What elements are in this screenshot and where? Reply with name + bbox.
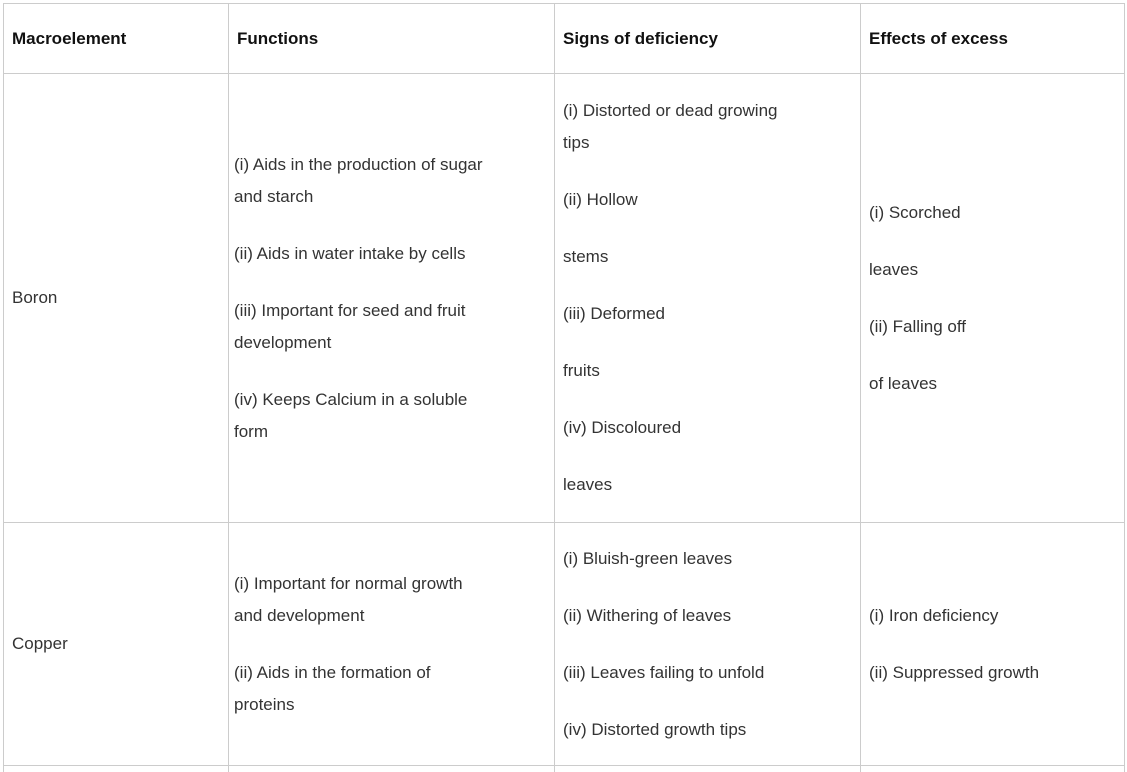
paragraph: (i) Scorched xyxy=(869,197,1116,229)
text-line: (i) Aids in the production of sugar xyxy=(234,154,483,174)
header-macroelement: Macroelement xyxy=(3,3,229,74)
text-line: of leaves xyxy=(869,373,938,393)
cell-copper-excess: (i) Iron deficiency (ii) Suppressed growt… xyxy=(860,522,1125,766)
text-line: form xyxy=(234,421,268,441)
text-line: (ii) Suppressed growth xyxy=(869,662,1040,682)
paragraph: (ii) Aids in water intake by cells xyxy=(234,238,546,270)
text-line: and development xyxy=(234,605,365,625)
text-line: (ii) Aids in water intake by cells xyxy=(234,243,466,263)
text-line: (i) Iron deficiency xyxy=(869,605,999,625)
text-line: (iv) Distorted growth tips xyxy=(563,719,747,739)
cell-partial-excess xyxy=(860,765,1125,772)
cell-partial-deficiency xyxy=(554,765,861,772)
paragraph: (i) Bluish-green leaves xyxy=(563,543,852,575)
cell-boron-element: Boron xyxy=(3,73,229,523)
text-line: fruits xyxy=(563,361,600,380)
paragraph: (i) Important for normal growth and devel… xyxy=(234,568,546,632)
text-line: (iv) Keeps Calcium in a soluble xyxy=(234,389,468,409)
text-line: leaves xyxy=(563,475,613,494)
paragraph: leaves xyxy=(869,254,1116,286)
cell-copper-element: Copper xyxy=(3,522,229,766)
text-line: (i) Distorted or dead growing xyxy=(563,101,778,120)
paragraph: (i) Aids in the production of sugar and s… xyxy=(234,149,546,213)
cell-boron-excess: (i) Scorched leaves (ii) Falling off of lea… xyxy=(860,73,1125,523)
text-line: (iii) Deformed xyxy=(563,304,666,323)
header-functions: Functions xyxy=(228,3,555,74)
text-line: (i) Important for normal growth xyxy=(234,573,463,593)
paragraph: leaves xyxy=(563,469,852,501)
cell-copper-functions: (i) Important for normal growth and devel… xyxy=(228,522,555,766)
paragraph: fruits xyxy=(563,355,852,387)
header-row: Macroelement Functions Signs of deficien… xyxy=(3,3,1125,74)
paragraph: (ii) Suppressed growth xyxy=(869,657,1116,689)
paragraph: (iv) Keeps Calcium in a soluble form xyxy=(234,384,546,448)
paragraph: (i) Distorted or dead growing tips xyxy=(563,95,852,159)
paragraph: (iii) Important for seed and fruit develo… xyxy=(234,295,546,359)
text-line: tips xyxy=(563,133,590,152)
header-signs-of-deficiency: Signs of deficiency xyxy=(554,3,861,74)
paragraph: (iv) Distorted growth tips xyxy=(563,714,852,746)
header-effects-of-excess: Effects of excess xyxy=(860,3,1125,74)
paragraph: (ii) Withering of leaves xyxy=(563,600,852,632)
paragraph: stems xyxy=(563,241,852,273)
paragraph: (iv) Discoloured xyxy=(563,412,852,444)
cell-copper-deficiency: (i) Bluish-green leaves (ii) Withering of… xyxy=(554,522,861,766)
text-line: (ii) Falling off xyxy=(869,316,966,336)
text-line: leaves xyxy=(869,259,919,279)
text-line: (i) Bluish-green leaves xyxy=(563,548,733,568)
text-line: (ii) Aids in the formation of xyxy=(234,662,431,682)
table-row-copper: Copper (i) Important for normal growth an… xyxy=(3,522,1125,766)
paragraph: (iii) Deformed xyxy=(563,298,852,330)
paragraph: (ii) Hollow xyxy=(563,184,852,216)
element-name: Boron xyxy=(12,288,58,307)
macroelements-table: Macroelement Functions Signs of deficien… xyxy=(3,3,1125,772)
paragraph: of leaves xyxy=(869,368,1116,400)
paragraph: (ii) Falling off xyxy=(869,311,1116,343)
text-line: proteins xyxy=(234,694,295,714)
text-line: stems xyxy=(563,247,609,266)
text-line: (ii) Hollow xyxy=(563,190,638,209)
table-row-partial xyxy=(3,765,1125,772)
text-line: (iv) Discoloured xyxy=(563,418,682,437)
cell-partial-functions xyxy=(228,765,555,772)
cell-boron-functions: (i) Aids in the production of sugar and s… xyxy=(228,73,555,523)
table-row-boron: Boron (i) Aids in the production of suga… xyxy=(3,73,1125,523)
text-line: development xyxy=(234,332,332,352)
text-line: (ii) Withering of leaves xyxy=(563,605,732,625)
text-line: (iii) Important for seed and fruit xyxy=(234,300,466,320)
element-name: Copper xyxy=(12,634,68,653)
text-line: (i) Scorched xyxy=(869,202,961,222)
text-line: and starch xyxy=(234,186,314,206)
text-line: (iii) Leaves failing to unfold xyxy=(563,662,765,682)
paragraph: (iii) Leaves failing to unfold xyxy=(563,657,852,689)
cell-boron-deficiency: (i) Distorted or dead growing tips (ii) Ho… xyxy=(554,73,861,523)
cell-partial-element xyxy=(3,765,229,772)
paragraph: (i) Iron deficiency xyxy=(869,600,1116,632)
paragraph: (ii) Aids in the formation of proteins xyxy=(234,657,546,721)
